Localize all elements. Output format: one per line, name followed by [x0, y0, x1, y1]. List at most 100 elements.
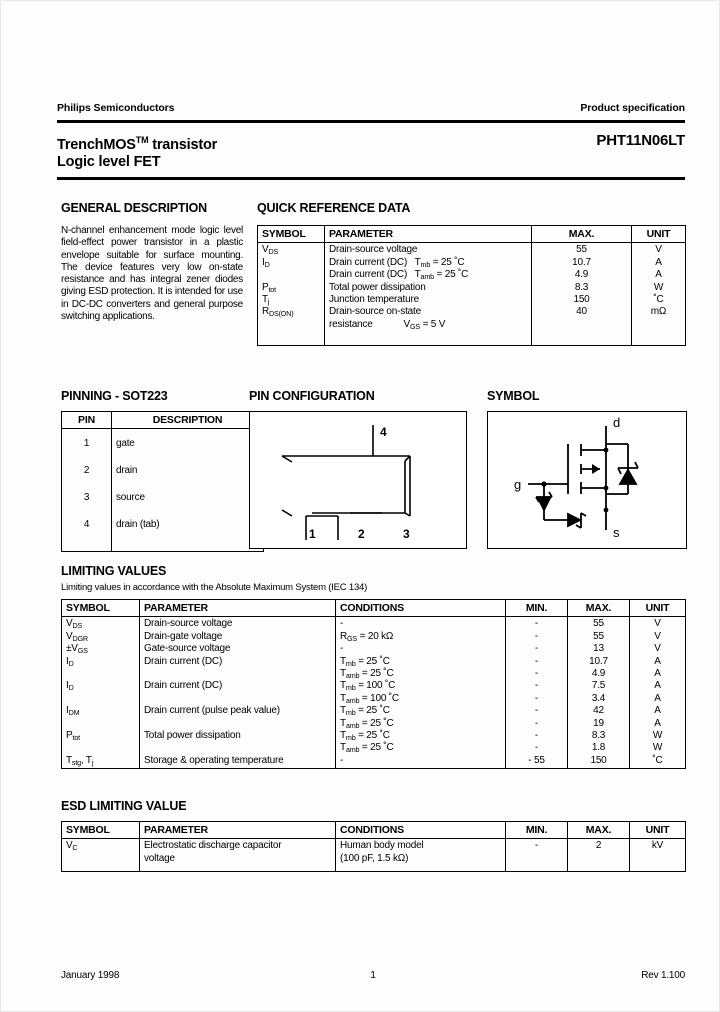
lim-condition: - [340, 754, 344, 766]
lim-condition: Tmb = 100 ˚C [340, 680, 396, 693]
esd-zener-diode-1 [535, 491, 553, 513]
qrd-unit-cell: V A A W ˚C mΩ [631, 242, 686, 347]
header-rule-bottom [57, 177, 685, 180]
lim-unit: V [654, 618, 661, 630]
terminal-label-drain: d [613, 415, 620, 430]
qrd-symbols-cell: VDS ID Ptot Tj RDS(ON) [257, 242, 325, 347]
general-description-heading: GENERAL DESCRIPTION [61, 201, 207, 215]
qrd-max-cell: 55 10.7 4.9 8.3 150 40 [531, 242, 632, 347]
lim-parameter: Storage & operating temperature [144, 754, 284, 766]
lim-min: - [534, 729, 539, 741]
esd-limiting-value-heading: ESD LIMITING VALUE [61, 799, 187, 813]
general-description-body: N-channel enhancement mode logic level f… [61, 225, 243, 323]
symbol-blank [262, 269, 320, 281]
limiting-values-note: Limiting values in accordance with the A… [61, 582, 368, 593]
symbol-ptot: Ptot [262, 281, 276, 294]
pin-number: 3 [83, 492, 90, 504]
lim-min: - [534, 618, 539, 630]
col-max: MAX. [567, 598, 630, 618]
pin-number: 1 [83, 438, 90, 450]
lim-min: - [534, 630, 539, 642]
param-drain-current-mb: Drain current (DC) Tmb = 25 ˚C [329, 256, 465, 269]
lim-max: 42 [593, 705, 604, 717]
lim-min-cell: - - - - - - - - - - - - 55 [505, 616, 568, 770]
lim-max: 55 [593, 618, 604, 630]
lim-condition: Tmb = 25 ˚C [340, 655, 390, 668]
pinning-table-wrap: PIN DESCRIPTION 1 2 3 4 [61, 410, 264, 553]
col-min: MIN. [505, 598, 568, 618]
title-block: TrenchMOSTM transistor Logic level FET P… [57, 132, 685, 171]
param-junction-temp: Junction temperature [329, 293, 419, 305]
lim-unit: A [654, 692, 661, 704]
title-line-2: Logic level FET [57, 153, 161, 170]
esd-parameter-cell: Electrostatic discharge capacitor voltag… [139, 838, 336, 873]
param-total-power: Total power dissipation [329, 281, 426, 293]
lim-min: - [534, 680, 539, 692]
lim-parameter: Drain current (pulse peak value) [144, 705, 280, 717]
max-value: 40 [576, 306, 587, 318]
pin-configuration-heading: PIN CONFIGURATION [249, 389, 375, 403]
lim-unit: ˚C [652, 754, 663, 766]
symbol-id: ID [262, 256, 270, 269]
esd-conditions-line2: (100 pF, 1.5 kΩ) [340, 852, 409, 864]
esd-unit-cell: kV [629, 838, 686, 873]
unit-value: A [655, 269, 662, 281]
qrd-parameters-cell: Drain-source voltage Drain current (DC) … [324, 242, 532, 347]
lim-conditions-cell: - RGS = 20 kΩ - Tmb = 25 ˚C Tamb = 25 ˚C… [335, 616, 506, 770]
lim-unit: V [654, 630, 661, 642]
terminal-labels: d g s [514, 415, 620, 540]
quick-reference-table-wrap: SYMBOL PARAMETER MAX. UNIT VDS ID Ptot T… [257, 224, 686, 347]
lim-max: 1.8 [591, 742, 606, 754]
lim-max: 55 [593, 630, 604, 642]
symbol-heading: SYMBOL [487, 389, 540, 403]
lim-unit-cell: V V V A A A A A A W W ˚C [629, 616, 686, 770]
max-value: 10.7 [572, 256, 591, 268]
lim-parameters-cell: Drain-source voltage Drain-gate voltage … [139, 616, 336, 770]
header-rule-top [57, 120, 685, 123]
lim-unit: A [654, 655, 661, 667]
lim-condition: Tamb = 25 ˚C [340, 742, 394, 755]
lim-max: 19 [593, 717, 604, 729]
lim-min: - [534, 667, 539, 679]
col-min: MIN. [505, 820, 568, 840]
table-row: VDS ID Ptot Tj RDS(ON) Drain-source volt… [257, 242, 686, 347]
lim-symbol [66, 693, 135, 705]
lim-symbol: VDGR [66, 630, 88, 643]
lim-condition: Tmb = 25 ˚C [340, 705, 390, 718]
col-max: MAX. [567, 820, 630, 840]
max-value: 150 [573, 293, 590, 305]
limiting-values-heading: LIMITING VALUES [61, 564, 167, 578]
col-symbol: SYMBOL [61, 598, 140, 618]
symbol-vds: VDS [262, 244, 279, 257]
lim-symbol [66, 742, 135, 754]
lim-condition: - [340, 618, 344, 630]
lim-symbol [66, 718, 135, 730]
footer-revision: Rev 1.100 [641, 970, 685, 981]
lim-symbol: ID [66, 655, 74, 668]
col-description: DESCRIPTION [111, 410, 264, 430]
lim-max: 7.5 [591, 680, 606, 692]
pin-description: source [116, 492, 145, 504]
quick-reference-table: SYMBOL PARAMETER MAX. UNIT VDS ID Ptot T… [257, 224, 686, 347]
trademark-mark: TM [135, 135, 149, 145]
lim-max: 8.3 [591, 729, 606, 741]
col-symbol: SYMBOL [257, 224, 325, 244]
document-type: Product specification [580, 102, 685, 114]
title-line-1: TrenchMOSTM transistor [57, 132, 217, 154]
table-header-row: PIN DESCRIPTION [61, 410, 264, 430]
col-conditions: CONDITIONS [335, 820, 506, 840]
unit-value: mΩ [650, 306, 667, 318]
esd-max-cell: 2 [567, 838, 630, 873]
lim-unit: A [654, 667, 661, 679]
lim-symbol [66, 668, 135, 680]
pin-number: 4 [83, 519, 90, 531]
esd-conditions-cell: Human body model (100 pF, 1.5 kΩ) [335, 838, 506, 873]
lim-parameter [144, 668, 331, 680]
max-value: 55 [576, 244, 587, 256]
lim-parameter [144, 693, 331, 705]
col-unit: UNIT [629, 598, 686, 618]
pinconf-label-1: 1 [309, 527, 316, 541]
esd-zener-diode-2 [567, 512, 587, 529]
lim-max: 13 [593, 643, 604, 655]
lim-condition: Tmb = 25 ˚C [340, 729, 390, 742]
